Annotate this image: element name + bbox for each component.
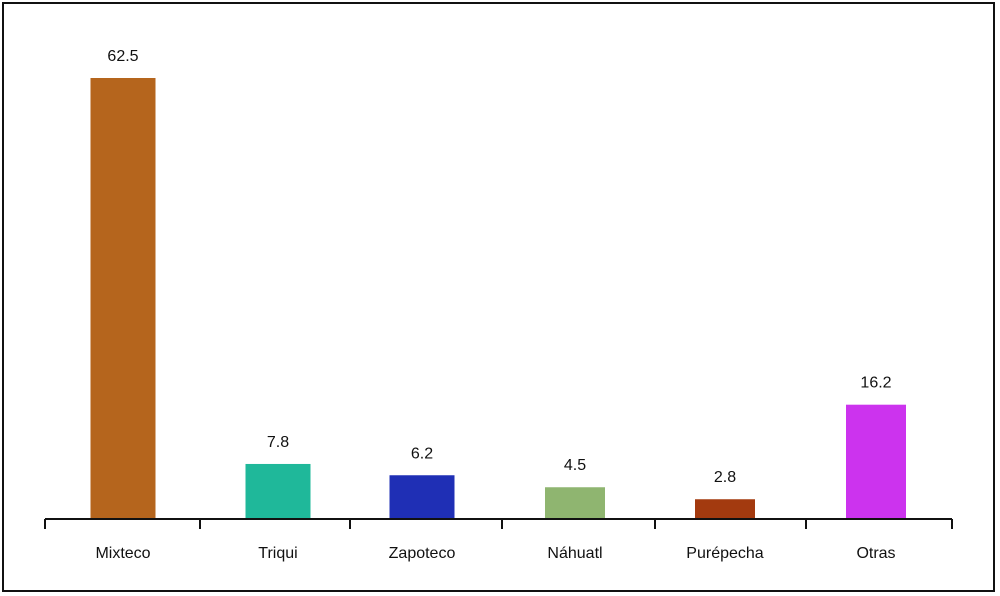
bar-triqui: [245, 463, 311, 519]
bar-otras: [846, 404, 906, 519]
category-label: Triqui: [258, 545, 297, 562]
value-label: 62.5: [107, 48, 138, 65]
category-labels-group: Mixteco Triqui Zapoteco Náhuatl Purépecha Otr…: [95, 545, 895, 562]
bar-náhuatl: [545, 487, 605, 519]
bar-zapoteco: [389, 475, 455, 519]
value-labels-group: 62.5 7.8 6.2 4.5 2.8 16.2: [107, 48, 891, 486]
category-label: Otras: [856, 545, 895, 562]
value-label: 6.2: [411, 445, 433, 462]
value-label: 7.8: [267, 434, 289, 451]
category-label: Purépecha: [686, 545, 763, 562]
category-label: Náhuatl: [547, 545, 602, 562]
bar-purépecha: [695, 499, 755, 519]
value-label: 4.5: [564, 457, 586, 474]
value-label: 2.8: [714, 469, 736, 486]
category-label: Mixteco: [95, 545, 150, 562]
value-label: 16.2: [860, 375, 891, 392]
bars-group: [90, 78, 906, 519]
x-axis-ticks: [44, 519, 953, 529]
category-label: Zapoteco: [389, 545, 456, 562]
bar-mixteco: [90, 78, 156, 519]
